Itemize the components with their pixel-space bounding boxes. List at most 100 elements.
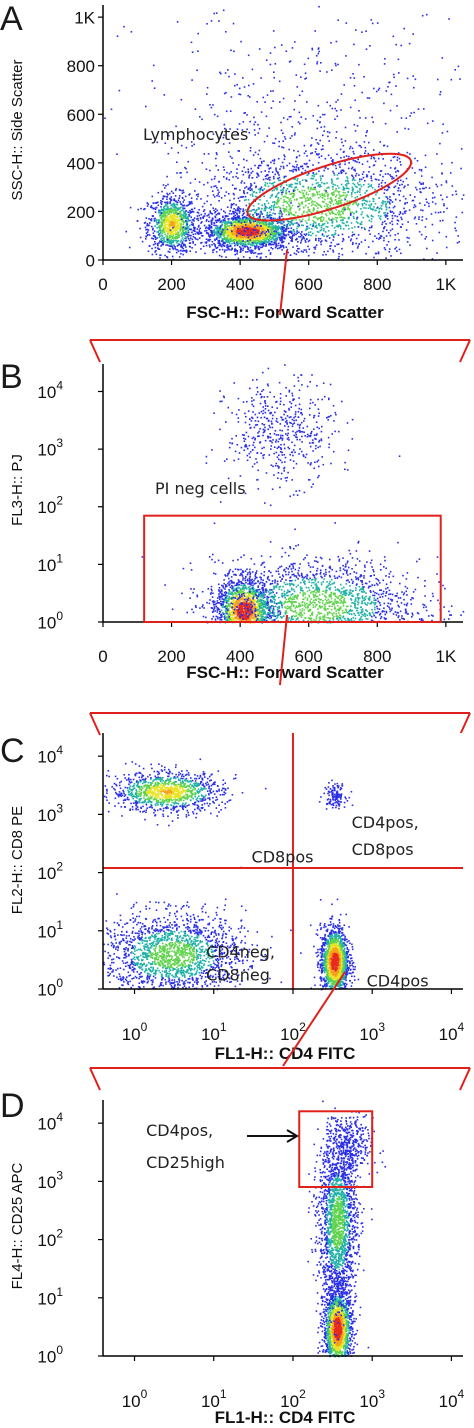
event-point bbox=[234, 236, 237, 239]
event-point bbox=[273, 76, 275, 79]
event-point bbox=[230, 213, 233, 215]
event-point bbox=[176, 240, 178, 242]
event-point bbox=[292, 189, 295, 192]
event-point bbox=[272, 232, 274, 234]
event-point bbox=[300, 234, 303, 236]
event-point bbox=[192, 211, 195, 213]
event-point bbox=[175, 229, 177, 232]
event-point bbox=[399, 212, 402, 214]
event-point bbox=[210, 106, 213, 109]
event-point bbox=[307, 57, 310, 60]
event-point bbox=[194, 237, 196, 239]
event-point bbox=[208, 220, 210, 223]
event-point bbox=[182, 201, 184, 203]
event-point bbox=[241, 196, 243, 198]
event-point bbox=[227, 238, 229, 240]
event-point bbox=[197, 212, 200, 214]
event-point bbox=[325, 231, 327, 233]
event-point bbox=[270, 246, 272, 249]
event-point bbox=[249, 250, 252, 253]
event-point bbox=[246, 225, 248, 228]
event-point bbox=[243, 219, 245, 222]
event-point bbox=[385, 216, 387, 218]
event-point bbox=[216, 153, 218, 156]
event-point bbox=[353, 77, 356, 79]
event-point bbox=[280, 44, 283, 46]
event-point bbox=[255, 186, 257, 189]
event-point bbox=[326, 131, 329, 133]
event-point bbox=[313, 216, 316, 219]
event-point bbox=[174, 195, 177, 197]
event-point bbox=[332, 212, 335, 214]
event-point bbox=[303, 152, 306, 155]
event-point bbox=[360, 146, 363, 149]
event-point bbox=[291, 235, 294, 238]
event-point bbox=[248, 231, 251, 234]
event-point bbox=[216, 237, 218, 239]
event-point bbox=[307, 173, 309, 176]
event-point bbox=[172, 222, 174, 225]
event-point bbox=[291, 240, 293, 242]
event-point bbox=[341, 219, 344, 222]
event-point bbox=[148, 245, 151, 247]
event-point bbox=[298, 231, 300, 234]
event-point bbox=[274, 217, 277, 220]
event-point bbox=[190, 200, 193, 203]
event-point bbox=[301, 218, 304, 221]
event-point bbox=[241, 226, 244, 228]
event-point bbox=[235, 217, 237, 219]
event-point bbox=[307, 193, 310, 196]
event-point bbox=[151, 237, 153, 240]
event-point bbox=[214, 216, 217, 219]
event-point bbox=[303, 237, 305, 240]
event-point bbox=[251, 170, 254, 173]
event-point bbox=[305, 229, 307, 232]
event-point bbox=[330, 244, 332, 247]
event-point bbox=[401, 183, 403, 186]
event-point bbox=[180, 246, 182, 248]
event-point bbox=[182, 207, 184, 209]
event-point bbox=[259, 215, 261, 217]
event-point bbox=[152, 64, 155, 67]
event-point bbox=[344, 140, 347, 142]
event-point bbox=[179, 215, 182, 218]
event-point bbox=[285, 225, 288, 228]
event-point bbox=[339, 163, 341, 165]
event-point bbox=[358, 243, 360, 245]
event-point bbox=[169, 233, 171, 236]
event-point bbox=[238, 200, 241, 202]
event-point bbox=[347, 206, 349, 208]
event-point bbox=[379, 141, 382, 143]
event-point bbox=[216, 234, 219, 237]
event-point bbox=[192, 223, 194, 225]
event-point bbox=[362, 176, 365, 179]
event-point bbox=[209, 225, 211, 227]
event-point bbox=[198, 181, 201, 183]
event-point bbox=[283, 221, 285, 223]
event-point bbox=[327, 186, 330, 189]
event-point bbox=[332, 236, 335, 238]
event-point bbox=[182, 244, 185, 247]
event-point bbox=[234, 227, 236, 229]
event-point bbox=[279, 221, 282, 224]
event-point bbox=[195, 251, 197, 253]
event-point bbox=[378, 87, 381, 90]
event-point bbox=[153, 220, 156, 222]
event-point bbox=[169, 240, 172, 242]
event-point bbox=[224, 242, 226, 244]
event-point bbox=[250, 227, 252, 229]
event-point bbox=[340, 219, 342, 222]
event-point bbox=[313, 175, 315, 178]
event-point bbox=[317, 237, 320, 240]
event-point bbox=[311, 195, 314, 197]
event-point bbox=[168, 235, 171, 237]
event-point bbox=[384, 164, 387, 167]
event-point bbox=[338, 212, 341, 215]
event-point bbox=[199, 217, 202, 219]
event-point bbox=[270, 107, 273, 109]
event-point bbox=[413, 111, 415, 114]
event-point bbox=[378, 211, 380, 214]
event-point bbox=[238, 207, 241, 210]
event-point bbox=[235, 233, 237, 235]
event-point bbox=[262, 228, 265, 230]
